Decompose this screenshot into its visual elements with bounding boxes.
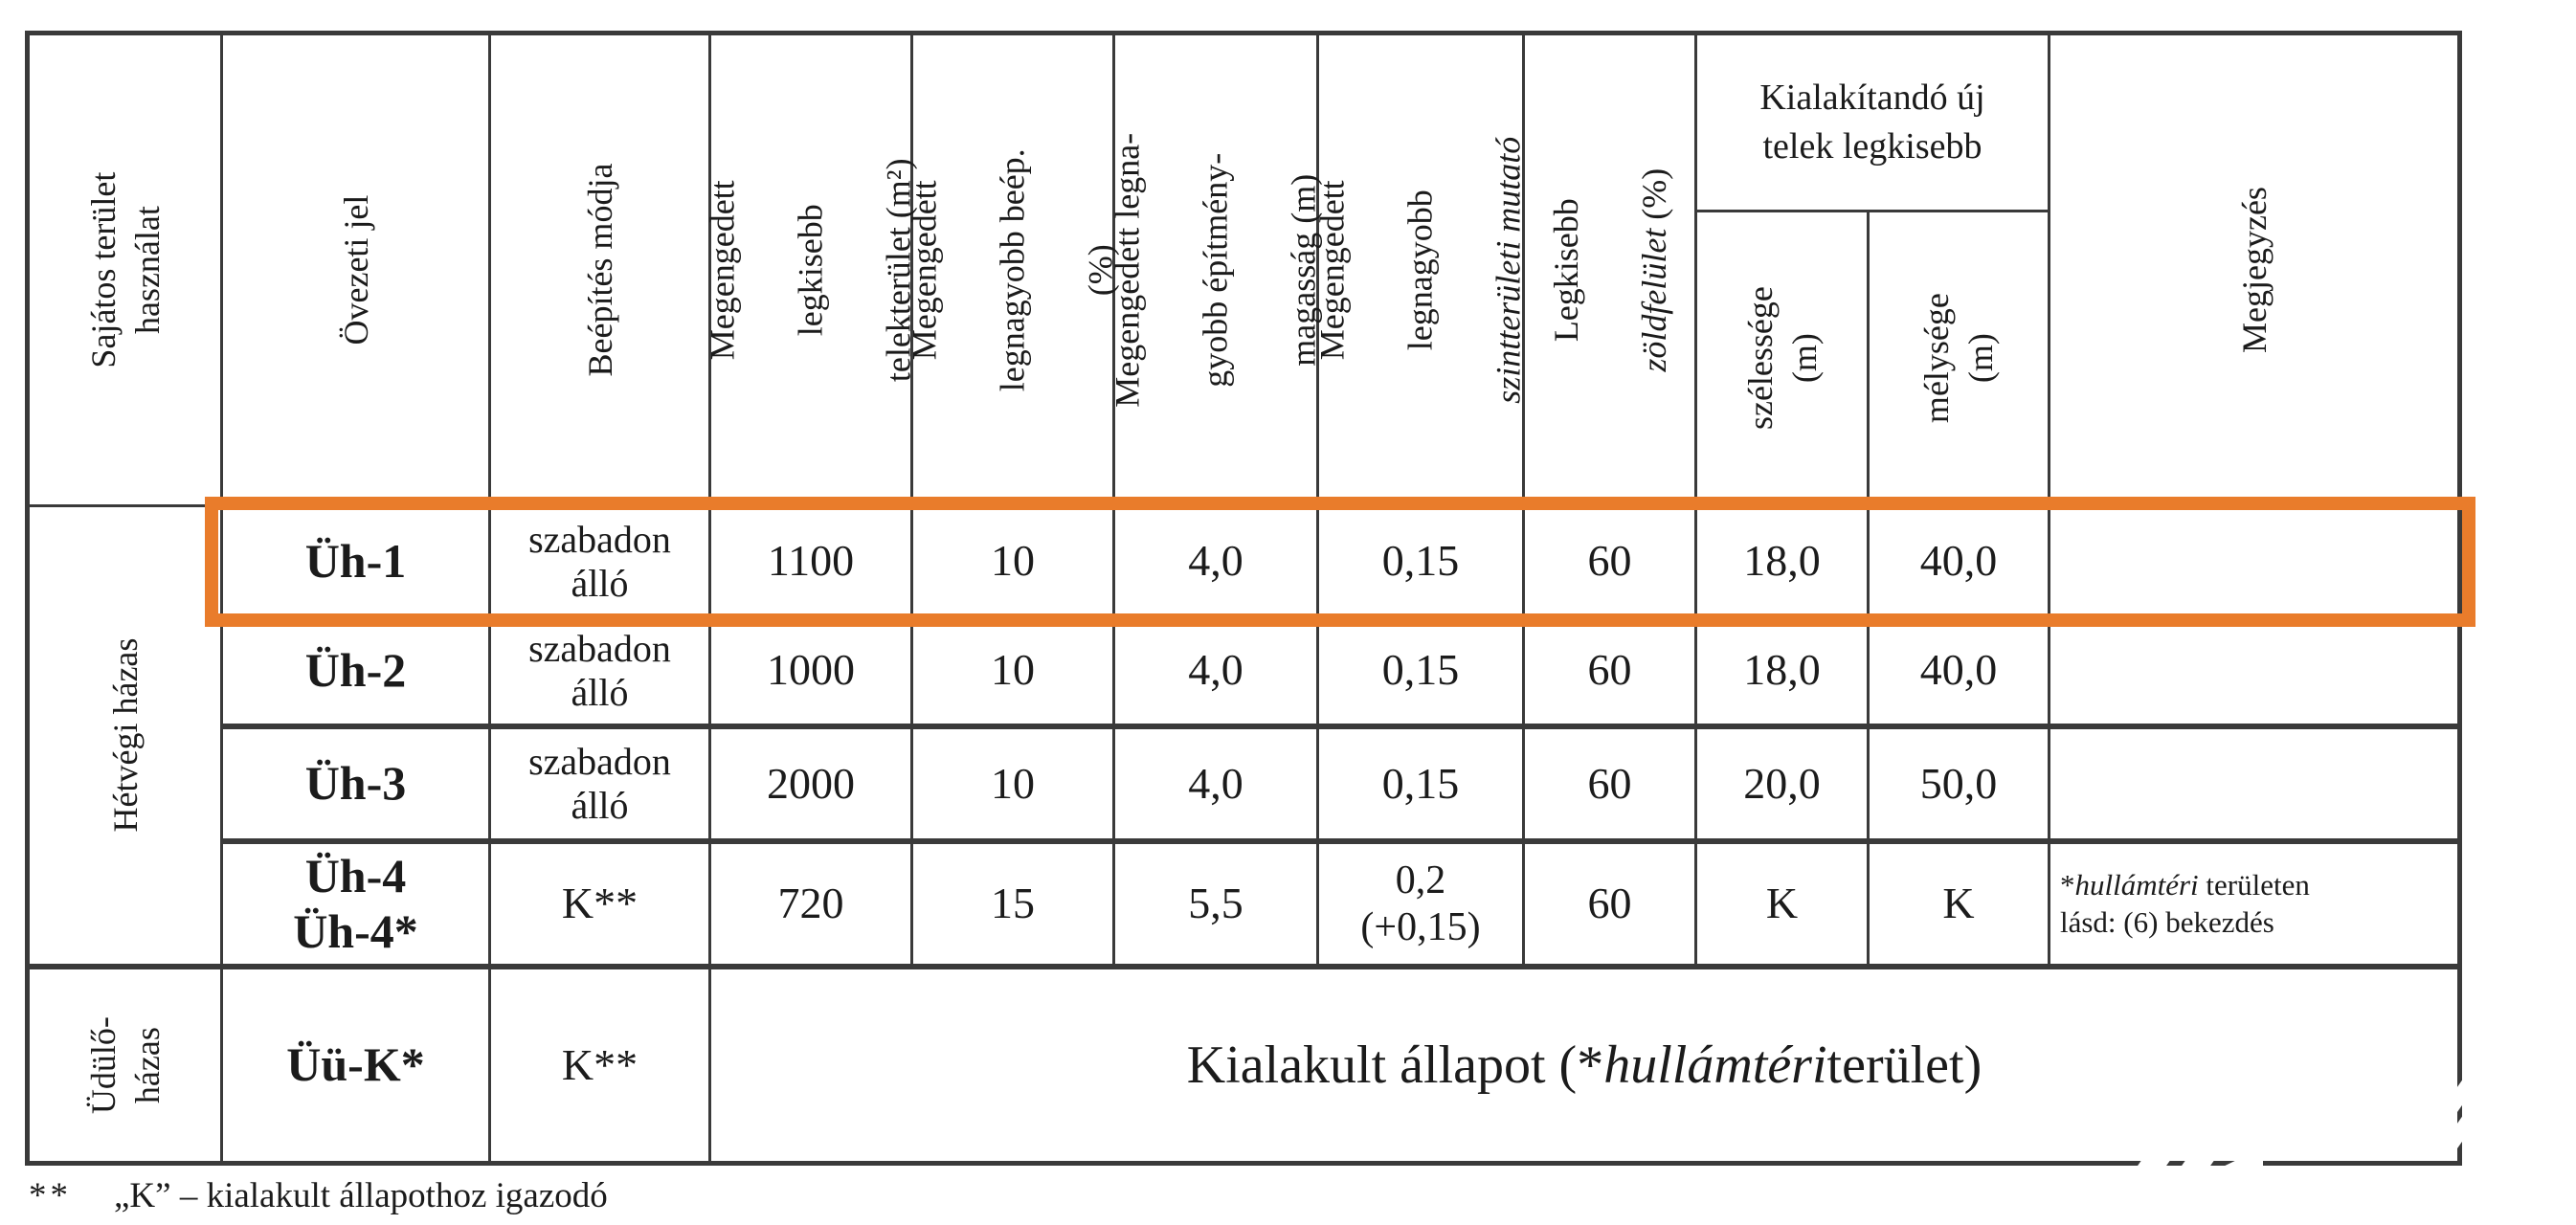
header-label-ovezeti: Övezeti jel (336, 194, 375, 345)
cell-uh3-beepitettseg: 10 (913, 729, 1115, 844)
group-cell-udulo-hazas: Üdülő- házas (30, 969, 223, 1161)
cell-uh3-melyseg: 50,0 (1870, 729, 2050, 844)
header-cell-ovezeti-jel: Övezeti jel (223, 35, 491, 507)
header-cell-megjegyzes: Megjegyzés (2050, 35, 2457, 507)
header-label-megjegyzes: Megjegyzés (2234, 187, 2274, 353)
header-cell-sajatos-terulet: Sajátos terület használat (30, 35, 223, 507)
cell-uh1-beepitettseg: 10 (913, 507, 1115, 617)
cell-uuk-beepites-mod: K** (491, 969, 711, 1161)
group-label-hetvegi-hazas: Hétvégi házas (105, 638, 145, 833)
footnote: ** „K” – kialakult állapothoz igazodó (29, 1175, 608, 1216)
header-label-zoldfelulet: Legkisebb zöldfelület (%) (1546, 167, 1673, 372)
header-label-beepites: Beépítés módja (580, 163, 619, 377)
cell-uh2-beepitettseg: 10 (913, 617, 1115, 729)
cell-uh1-szelesseg: 18,0 (1697, 507, 1870, 617)
header-cell-szelessege: szélessége (m) (1697, 212, 1870, 507)
footnote-text: „K” – kialakult állapothoz igazodó (114, 1176, 608, 1215)
cell-uh4-melyseg: K (1870, 844, 2050, 969)
cell-uh4-zoldfelulet: 60 (1525, 844, 1697, 969)
cell-uh4-megjegyzes: *hullámtéri területen lásd: (6) bekezdés (2050, 844, 2457, 969)
cell-uh4-magassag: 5,5 (1115, 844, 1319, 969)
footnote-marker: ** (29, 1176, 72, 1215)
cell-uh1-megjegyzes (2050, 507, 2457, 617)
cell-uuk-jel: Üü-K* (223, 969, 491, 1161)
cell-uh3-szintterulet: 0,15 (1319, 729, 1525, 844)
group-label-udulo-hazas: Üdülő- házas (83, 1016, 167, 1114)
cell-uh4-szintterulet: 0,2 (+0,15) (1319, 844, 1525, 969)
header-cell-szintteruleti-mutato: Megengedett legnagyobb szintterületi mut… (1313, 35, 1528, 507)
cell-uh2-zoldfelulet: 60 (1525, 617, 1697, 729)
cell-uh2-szintterulet: 0,15 (1319, 617, 1525, 729)
header-cell-zoldfelulet: Legkisebb zöldfelület (%) (1525, 35, 1697, 507)
cell-uh1-magassag: 4,0 (1115, 507, 1319, 617)
cell-uh2-melyseg: 40,0 (1870, 617, 2050, 729)
header-label-melysege: mélysége (m) (1916, 293, 2000, 424)
cell-uh4-beepitettseg: 15 (913, 844, 1115, 969)
cell-uh1-melyseg: 40,0 (1870, 507, 2050, 617)
cell-uh2-szelesseg: 18,0 (1697, 617, 1870, 729)
uh4-note-text: *hullámtéri területen lásd: (6) bekezdés (2060, 867, 2310, 939)
header-label-szelessege: szélessége (m) (1740, 286, 1824, 431)
header-label-sajatos: Sajátos terület használat (83, 171, 167, 368)
zoning-parameters-table: Sajátos terület használat Övezeti jel Be… (25, 31, 2462, 1166)
cell-uh2-telekterulet: 1000 (711, 617, 913, 729)
cell-uh3-megjegyzes (2050, 729, 2457, 844)
cell-uh3-magassag: 4,0 (1115, 729, 1319, 844)
cell-uh4-telekterulet: 720 (711, 844, 913, 969)
cell-uh4-szelesseg: K (1697, 844, 1870, 969)
cell-uh2-beepites-mod: szabadon álló (491, 617, 711, 729)
cell-uh4-beepites-mod: K** (491, 844, 711, 969)
cell-uh1-jel: Üh-1 (223, 507, 491, 617)
cell-uh3-telekterulet: 2000 (711, 729, 913, 844)
cell-uh1-szintterulet: 0,15 (1319, 507, 1525, 617)
cell-uh2-jel: Üh-2 (223, 617, 491, 729)
cell-uh3-zoldfelulet: 60 (1525, 729, 1697, 844)
cell-uh2-megjegyzes (2050, 617, 2457, 729)
cell-uuk-kialakult-allapot: Kialakult állapot (* hullámtéri terület) (1186, 1035, 1982, 1095)
header-cell-kialakitando-group: Kialakítandó új telek legkisebb (1697, 35, 2050, 212)
cell-uh3-jel: Üh-3 (223, 729, 491, 844)
cell-uh1-beepites-mod: szabadon álló (491, 507, 711, 617)
cell-uh4-jel: Üh-4 Üh-4* (223, 844, 491, 969)
cell-uh1-zoldfelulet: 60 (1525, 507, 1697, 617)
header-cell-melysege: mélysége (m) (1870, 212, 2050, 507)
cell-uh1-telekterulet: 1100 (711, 507, 913, 617)
cell-uh2-magassag: 4,0 (1115, 617, 1319, 729)
watermark-wedge (2219, 1147, 2263, 1169)
cell-uh3-beepites-mod: szabadon álló (491, 729, 711, 844)
group-cell-hetvegi-hazas: Hétvégi házas (30, 507, 223, 969)
watermark-text: INGATLANTRO (2217, 1137, 2537, 1166)
cell-uh3-szelesseg: 20,0 (1697, 729, 1870, 844)
